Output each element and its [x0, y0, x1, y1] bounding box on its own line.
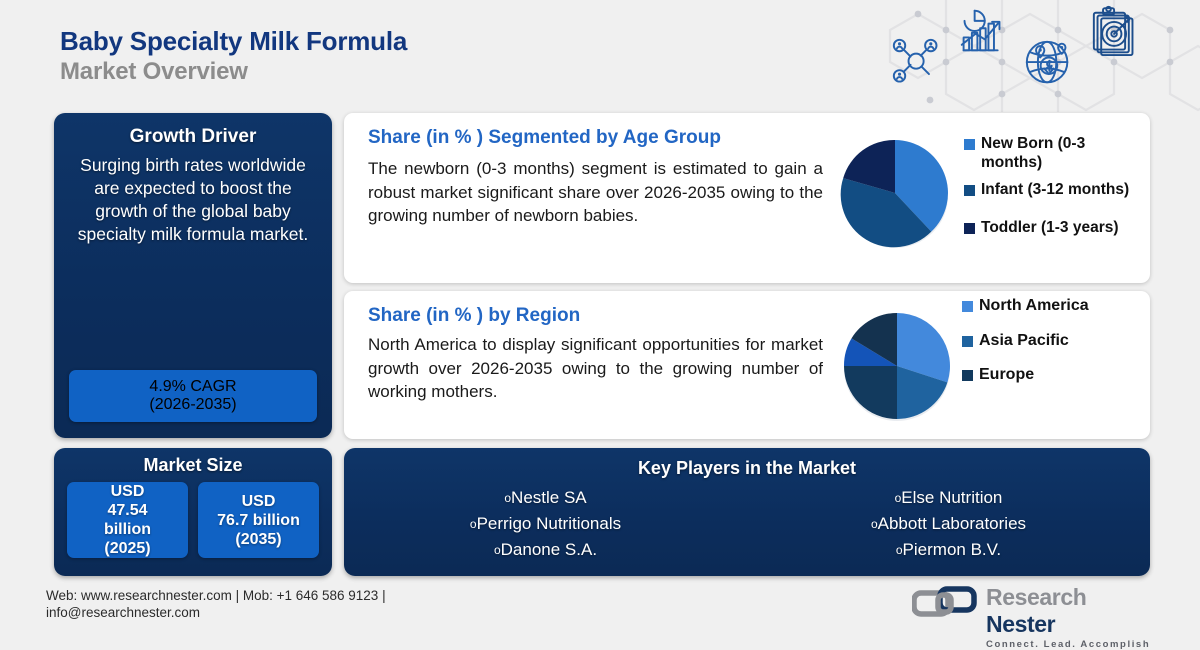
legend-label-north-america: North America	[979, 297, 1089, 314]
footer-contact: Web: www.researchnester.com | Mob: +1 64…	[46, 587, 516, 621]
legend-swatch-toddler	[964, 222, 975, 234]
list-item: oPerrigo Nutritionals	[344, 511, 747, 537]
player-name: Danone S.A.	[500, 540, 598, 559]
list-bullet-icon: o	[469, 517, 477, 531]
legend-label-toddler: Toddler (1-3 years)	[981, 218, 1119, 236]
globe-dollar-location-icon	[1025, 40, 1069, 84]
legend-label-asia-pacific: Asia Pacific	[979, 331, 1069, 349]
legend-label-infant: Infant (3-12 months)	[981, 181, 1130, 198]
logo-wordmark: Research Nester Connect. Lead. Accomplis…	[986, 584, 1152, 650]
page-subtitle: Market Overview	[60, 58, 248, 85]
player-name: Piermon B.V.	[902, 540, 1002, 559]
legend-swatch-europe	[962, 370, 973, 381]
list-bullet-icon: o	[895, 543, 903, 557]
list-item: oPiermon B.V.	[747, 537, 1150, 563]
age-group-card-body: The newborn (0-3 months) segment is esti…	[368, 159, 823, 225]
cagr-period: (2026-2035)	[149, 396, 237, 413]
market-size-title: Market Size	[143, 455, 243, 475]
age-group-card-title: Share (in % ) Segmented by Age Group	[368, 127, 721, 148]
legend-item: Asia Pacific	[962, 332, 1142, 351]
list-bullet-icon: o	[870, 517, 878, 531]
cagr-value: 4.9% CAGR	[149, 378, 237, 395]
key-players-title: Key Players in the Market	[637, 458, 857, 478]
logo-mark-icon	[912, 586, 977, 617]
key-players-columns: oNestle SA oPerrigo Nutritionals oDanone…	[344, 485, 1150, 563]
legend-item: North America	[962, 297, 1142, 316]
page-title: Baby Specialty Milk Formula	[60, 26, 408, 56]
growth-driver-title: Growth Driver	[129, 126, 257, 147]
header: Baby Specialty Milk Formula Market Overv…	[0, 0, 1200, 112]
player-name: Nestle SA	[511, 488, 587, 507]
growth-driver-panel: Growth Driver Surging birth rates worldw…	[54, 113, 332, 438]
age-group-share-card: Share (in % ) Segmented by Age Group The…	[344, 113, 1150, 283]
legend-item: Toddler (1-3 years)	[964, 219, 1144, 238]
legend-swatch-new-born	[964, 139, 975, 150]
market-size-panel: Market Size USD 47.54 billion (2025) USD…	[54, 448, 332, 576]
age-group-legend: New Born (0-3 months) Infant (3-12 month…	[964, 135, 1144, 242]
research-nester-logo: Research Nester Connect. Lead. Accomplis…	[912, 583, 1152, 650]
logo-name-research: Research	[986, 584, 1087, 610]
list-item: oNestle SA	[344, 485, 747, 511]
legend-label-europe: Europe	[979, 366, 1035, 383]
list-bullet-icon: o	[493, 543, 501, 557]
legend-label-new-born: New Born (0-3 months)	[981, 135, 1086, 171]
list-item: oAbbott Laboratories	[747, 511, 1150, 537]
key-players-column-left: oNestle SA oPerrigo Nutritionals oDanone…	[344, 485, 747, 563]
hexagon-decoration	[888, 0, 1200, 112]
list-bullet-icon: o	[504, 491, 512, 505]
list-item: oElse Nutrition	[747, 485, 1150, 511]
legend-swatch-north-america	[962, 301, 973, 312]
cagr-badge: 4.9% CAGR (2026-2035)	[69, 370, 317, 422]
player-name: Else Nutrition	[901, 488, 1003, 507]
region-legend: North America Asia Pacific Europe	[962, 297, 1142, 401]
region-card-title: Share (in % ) by Region	[368, 305, 581, 326]
legend-swatch-asia-pacific	[962, 335, 973, 347]
logo-name-nester: Nester	[986, 611, 1056, 637]
region-pie-chart	[839, 308, 955, 429]
footer-contact-line-1: Web: www.researchnester.com | Mob: +1 64…	[46, 588, 386, 603]
age-group-pie-chart	[837, 135, 953, 256]
region-card-body: North America to display significant opp…	[368, 335, 823, 401]
growth-driver-text: Surging birth rates worldwide are expect…	[77, 155, 309, 244]
legend-item: Europe	[962, 366, 1142, 385]
people-network-magnifier-icon	[892, 38, 938, 83]
market-size-values: USD 47.54 billion (2025) USD 76.7 billio…	[54, 476, 332, 558]
market-size-box-base-year: USD 47.54 billion (2025)	[67, 482, 188, 558]
region-share-card: Share (in % ) by Region North America to…	[344, 291, 1150, 439]
legend-swatch-infant	[964, 185, 975, 196]
pie-bar-growth-chart-icon	[960, 9, 1001, 52]
player-name: Perrigo Nutritionals	[476, 514, 622, 533]
footer-contact-line-2: info@researchnester.com	[46, 605, 201, 620]
list-item: oDanone S.A.	[344, 537, 747, 563]
market-size-box-forecast-year: USD 76.7 billion (2035)	[198, 482, 319, 558]
logo-tagline: Connect. Lead. Accomplish	[986, 639, 1151, 650]
list-bullet-icon: o	[894, 491, 902, 505]
player-name: Abbott Laboratories	[877, 514, 1027, 533]
key-players-column-right: oElse Nutrition oAbbott Laboratories oPi…	[747, 485, 1150, 563]
key-players-panel: Key Players in the Market oNestle SA oPe…	[344, 448, 1150, 576]
legend-item: Infant (3-12 months)	[964, 181, 1144, 200]
clipboard-target-icon	[1092, 5, 1134, 57]
legend-item: New Born (0-3 months)	[964, 135, 1144, 172]
